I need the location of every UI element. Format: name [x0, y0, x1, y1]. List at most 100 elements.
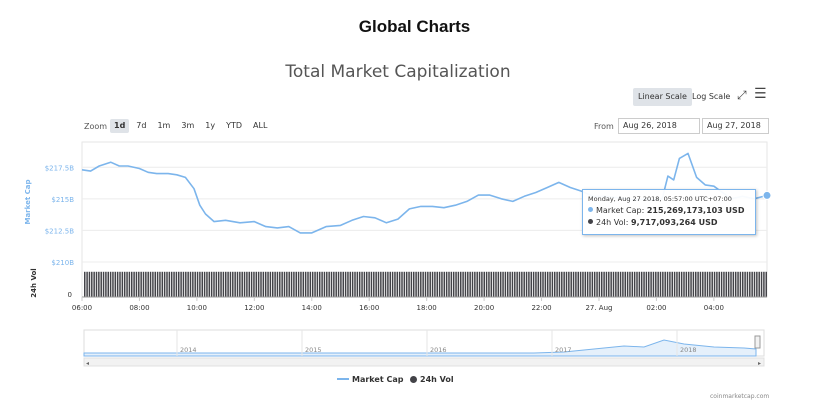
log-scale-button[interactable]: Log Scale — [692, 92, 731, 101]
volume-bar — [636, 271, 638, 297]
volume-bar — [161, 271, 164, 297]
volume-bar — [373, 271, 375, 297]
volume-bar — [448, 271, 450, 297]
from-date-input[interactable]: Aug 26, 2018 — [618, 118, 700, 134]
volume-bar — [586, 271, 589, 297]
volume-bar — [112, 271, 114, 297]
volume-bar — [528, 271, 530, 297]
volume-bar — [123, 271, 126, 297]
volume-bar — [460, 271, 462, 297]
legend-vol[interactable]: 24h Vol — [410, 375, 454, 384]
volume-bar — [457, 271, 460, 297]
x-tick-label: 18:00 — [417, 304, 437, 312]
legend-vol-label: 24h Vol — [420, 375, 454, 384]
volume-bar — [483, 271, 485, 297]
menu-icon[interactable]: ☰ — [754, 86, 767, 102]
volume-bar — [311, 271, 314, 297]
volume-bar — [131, 271, 133, 297]
volume-bar — [210, 271, 213, 297]
legend-market-cap[interactable]: Market Cap — [337, 375, 403, 384]
volume-bar — [572, 271, 575, 297]
zoom-ytd-button[interactable]: YTD — [226, 121, 243, 130]
tooltip: Monday, Aug 27 2018, 05:57:00 UTC+07:00 … — [582, 189, 756, 235]
navigator-tick-label: 2017 — [555, 346, 572, 354]
volume-bar — [384, 271, 387, 297]
volume-bar — [194, 271, 196, 297]
zoom-1m-button[interactable]: 1m — [157, 121, 171, 130]
volume-bar — [236, 271, 239, 297]
volume-bar — [203, 271, 206, 297]
page-title: Global Charts — [358, 17, 471, 36]
volume-bar — [596, 271, 598, 297]
volume-bar — [100, 271, 102, 297]
volume-bar — [582, 271, 584, 297]
fullscreen-icon[interactable]: ⤢ — [737, 88, 747, 102]
volume-bar — [391, 271, 394, 297]
zoom-1y-button[interactable]: 1y — [205, 121, 216, 130]
volume-bar — [434, 271, 436, 297]
volume-bar — [605, 271, 608, 297]
x-tick-label: 16:00 — [359, 304, 379, 312]
volume-bar — [196, 271, 199, 297]
zoom-1d-button[interactable]: 1d — [110, 119, 130, 133]
volume-bar — [469, 271, 471, 297]
volume-bar — [217, 271, 220, 297]
volume-bar — [375, 271, 377, 297]
y-tick-label: $217.5B — [45, 164, 74, 172]
volume-bar — [751, 271, 753, 297]
volume-bar — [610, 271, 612, 297]
volume-bar — [598, 271, 601, 297]
volume-bar — [742, 271, 744, 297]
scroll-right-icon: ▸ — [758, 360, 761, 367]
zoom-7d-button[interactable]: 7d — [136, 121, 147, 130]
volume-bar — [253, 271, 255, 297]
volume-bar — [650, 271, 652, 297]
volume-bar — [107, 271, 109, 297]
volume-bar — [652, 271, 655, 297]
volume-bar — [246, 271, 248, 297]
linear-scale-button[interactable]: Linear Scale — [633, 88, 692, 106]
volume-bar — [121, 271, 124, 297]
volume-bar — [546, 271, 549, 297]
volume-bar — [168, 271, 171, 297]
volume-bar — [189, 271, 192, 297]
volume-bar — [683, 271, 685, 297]
volume-bar — [335, 271, 337, 297]
volume-bar — [88, 271, 91, 297]
volume-bar — [394, 271, 396, 297]
volume-bar — [617, 271, 619, 297]
volume-bar — [584, 271, 587, 297]
to-date-input[interactable]: Aug 27, 2018 — [702, 118, 769, 134]
volume-bar — [293, 271, 295, 297]
x-tick-label: 10:00 — [187, 304, 207, 312]
volume-bar — [288, 271, 290, 297]
volume-bar — [643, 271, 645, 297]
volume-bar — [685, 271, 688, 297]
tooltip-date: Monday, Aug 27 2018, 05:57:00 UTC+07:00 — [588, 195, 732, 203]
volume-bar — [612, 271, 615, 297]
volume-bar — [692, 271, 695, 297]
x-tick-label: 12:00 — [244, 304, 264, 312]
volume-bar — [98, 271, 100, 297]
volume-bar — [239, 271, 241, 297]
volume-bar — [366, 271, 368, 297]
volume-bar — [405, 271, 408, 297]
volume-bar — [664, 271, 666, 297]
volume-bar — [267, 271, 269, 297]
x-tick-label: 22:00 — [531, 304, 551, 312]
volume-bar — [732, 271, 735, 297]
x-tick-label: 20:00 — [474, 304, 494, 312]
volume-bar — [159, 271, 161, 297]
volume-bar — [666, 271, 669, 297]
volume-bar — [321, 271, 323, 297]
volume-bar — [295, 271, 297, 297]
zoom-3m-button[interactable]: 3m — [181, 121, 195, 130]
volume-bar — [530, 271, 532, 297]
market-cap-line — [81, 152, 768, 234]
volume-bar — [356, 271, 359, 297]
navigator-handle-icon — [754, 335, 761, 349]
volume-bar — [490, 271, 493, 297]
zoom-all-button[interactable]: ALL — [253, 121, 268, 130]
volume-bar — [175, 271, 178, 297]
volume-bar — [156, 271, 159, 297]
